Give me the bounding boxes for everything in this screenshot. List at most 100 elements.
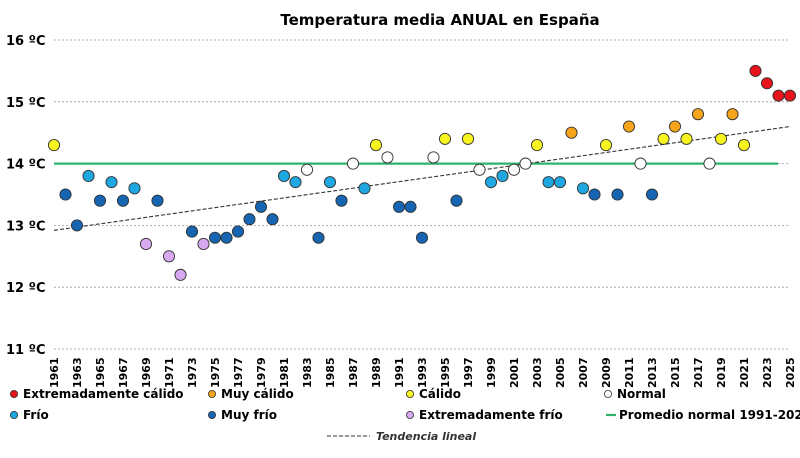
data-point	[231, 225, 245, 238]
data-point	[427, 151, 440, 164]
x-tick-label: 1985	[324, 357, 337, 388]
data-point	[783, 89, 797, 102]
x-tick-label: 2025	[784, 357, 797, 388]
data-point	[726, 108, 739, 121]
data-point	[703, 157, 716, 170]
data-point	[289, 176, 302, 189]
legend-marker	[9, 389, 18, 398]
data-point	[691, 108, 705, 121]
data-point	[185, 225, 199, 238]
legend-label: Muy frío	[221, 408, 277, 422]
data-point	[772, 89, 785, 102]
legend-label: Cálido	[419, 387, 461, 401]
x-tick-label: 1989	[370, 357, 383, 388]
data-points	[47, 64, 797, 281]
x-tick-label: 1965	[94, 357, 107, 388]
data-point	[530, 139, 544, 152]
x-tick-label: 1977	[232, 357, 245, 388]
data-point	[473, 163, 486, 176]
data-point	[737, 139, 751, 152]
data-point	[162, 250, 176, 263]
data-point	[116, 194, 130, 207]
legend-label: Promedio normal 1991-2020	[619, 408, 800, 422]
x-tick-label: 2015	[669, 357, 682, 388]
data-point	[749, 64, 762, 77]
data-point	[438, 132, 452, 145]
data-point	[680, 132, 693, 145]
x-tick-label: 2023	[761, 357, 774, 388]
x-tick-label: 2001	[508, 357, 521, 388]
y-tick-label: 15 ºC	[6, 96, 46, 111]
data-point	[404, 200, 417, 213]
x-tick-label: 1991	[393, 357, 406, 388]
x-tick-label: 1997	[462, 357, 475, 388]
x-tick-label: 1967	[117, 357, 130, 388]
x-tick-label: 2003	[531, 357, 544, 388]
data-point	[714, 132, 728, 145]
data-point	[622, 120, 636, 133]
data-point	[197, 237, 210, 250]
series-layer	[53, 125, 791, 231]
legend-marker	[405, 389, 414, 398]
data-point	[335, 194, 348, 207]
data-point	[588, 188, 601, 201]
data-point	[542, 176, 555, 189]
data-point	[392, 200, 406, 213]
legend-label: Normal	[617, 387, 666, 401]
data-point	[760, 77, 774, 90]
x-tick-label: 1975	[209, 357, 222, 388]
legend: Extremadamente cálido Muy cálido Cálido Nor…	[9, 387, 800, 443]
data-point	[220, 231, 233, 244]
data-point	[151, 194, 164, 207]
x-tick-label: 1969	[140, 357, 153, 388]
x-tick-label: 2009	[600, 357, 613, 388]
y-tick-label: 13 ºC	[6, 219, 46, 234]
data-point	[599, 139, 613, 152]
data-point	[93, 194, 107, 207]
data-point	[59, 188, 72, 201]
data-point	[139, 237, 153, 250]
y-axis-ticks: 11 ºC 12 ºC 13 ºC 14 ºC 15 ºC 16 ºC	[6, 34, 46, 358]
legend-label: Tendencia lineal	[376, 430, 476, 443]
x-axis-ticks: 1961 1963 1965 1967 1969 1971 1973 1975 1977 1979…	[48, 357, 797, 388]
data-point	[254, 200, 268, 213]
data-point	[519, 157, 532, 170]
x-tick-label: 1999	[485, 357, 498, 388]
x-tick-label: 1983	[301, 357, 314, 388]
data-point	[634, 157, 647, 170]
data-point	[507, 163, 521, 176]
data-point	[450, 194, 463, 207]
data-point	[312, 231, 325, 244]
x-tick-label: 1971	[163, 357, 176, 388]
x-tick-label: 1995	[439, 357, 452, 388]
data-point	[461, 132, 475, 145]
data-point	[266, 213, 279, 226]
data-point	[657, 132, 670, 145]
legend-marker	[9, 410, 18, 419]
y-tick-label: 16 ºC	[6, 34, 46, 49]
y-tick-label: 14 ºC	[6, 158, 46, 173]
y-tick-label: 11 ºC	[6, 343, 46, 358]
data-point	[576, 182, 590, 195]
legend-marker	[405, 410, 414, 419]
legend-label: Extremadamente cálido	[23, 387, 184, 401]
data-point	[484, 176, 498, 189]
grid-lines	[54, 39, 790, 350]
x-tick-label: 1979	[255, 357, 268, 388]
y-tick-label: 12 ºC	[6, 281, 46, 296]
x-tick-label: 2005	[554, 357, 567, 388]
data-point	[70, 219, 84, 232]
x-tick-label: 1973	[186, 357, 199, 388]
data-point	[346, 157, 360, 170]
x-tick-label: 2017	[692, 357, 705, 388]
x-tick-label: 2013	[646, 357, 659, 388]
legend-marker	[207, 389, 216, 398]
data-point	[496, 169, 509, 183]
legend-marker	[604, 389, 613, 398]
x-tick-label: 1961	[48, 357, 61, 388]
data-point	[553, 176, 567, 189]
data-point	[47, 139, 61, 152]
x-tick-label: 1963	[71, 357, 84, 388]
